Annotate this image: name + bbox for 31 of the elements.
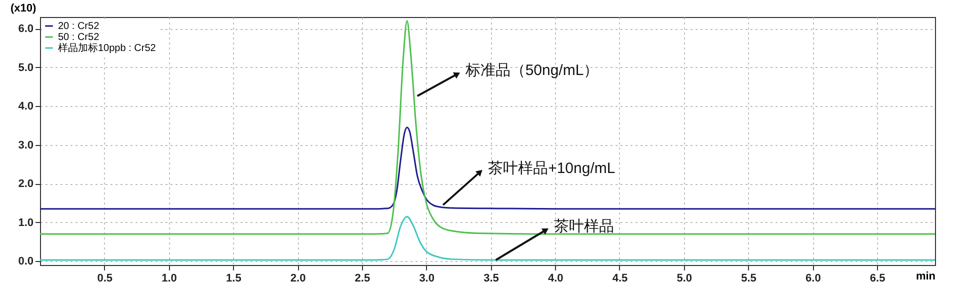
x-tick-label: 5.0 <box>676 272 692 284</box>
x-tick-label: 3.5 <box>484 272 499 284</box>
y-tick-label: 1.0 <box>18 216 34 229</box>
x-tick-label: 6.5 <box>870 272 886 284</box>
x-tick-label: 4.0 <box>548 272 564 284</box>
y-axis-title: (x10) <box>10 2 37 14</box>
legend-label: 20 : Cr52 <box>58 21 100 32</box>
line-series <box>40 126 935 210</box>
x-tick-label: 4.5 <box>612 272 628 284</box>
annotation: 标准品（50ng/mL） <box>464 62 599 80</box>
y-tick-label: 3.0 <box>18 139 34 152</box>
annotation: 茶叶样品+10ng/mL <box>488 160 616 177</box>
x-axis-title: min <box>916 270 936 282</box>
y-tick-label: 6.0 <box>18 23 34 36</box>
y-tick-label: 0.0 <box>18 256 34 268</box>
x-tick-label: 2.5 <box>354 272 370 284</box>
y-tick-label: 4.0 <box>18 100 34 113</box>
x-tick-label: 5.5 <box>741 272 756 284</box>
y-tick-label: 2.0 <box>18 178 34 190</box>
line-series <box>40 216 935 261</box>
x-tick-label: 1.0 <box>162 272 177 284</box>
x-tick-label: 3.0 <box>419 272 434 284</box>
annotation: 茶叶样品 <box>554 218 614 235</box>
x-tick-label: 6.0 <box>806 272 821 284</box>
legend-label: 50 : Cr52 <box>58 32 100 43</box>
y-tick-label: 5.0 <box>18 62 34 74</box>
x-tick-label: 0.5 <box>97 272 113 284</box>
legend-label: 样品加标10ppb : Cr52 <box>58 42 156 54</box>
x-tick-label: 2.0 <box>290 272 306 284</box>
x-tick-label: 1.5 <box>226 272 242 284</box>
line-series <box>40 20 935 235</box>
